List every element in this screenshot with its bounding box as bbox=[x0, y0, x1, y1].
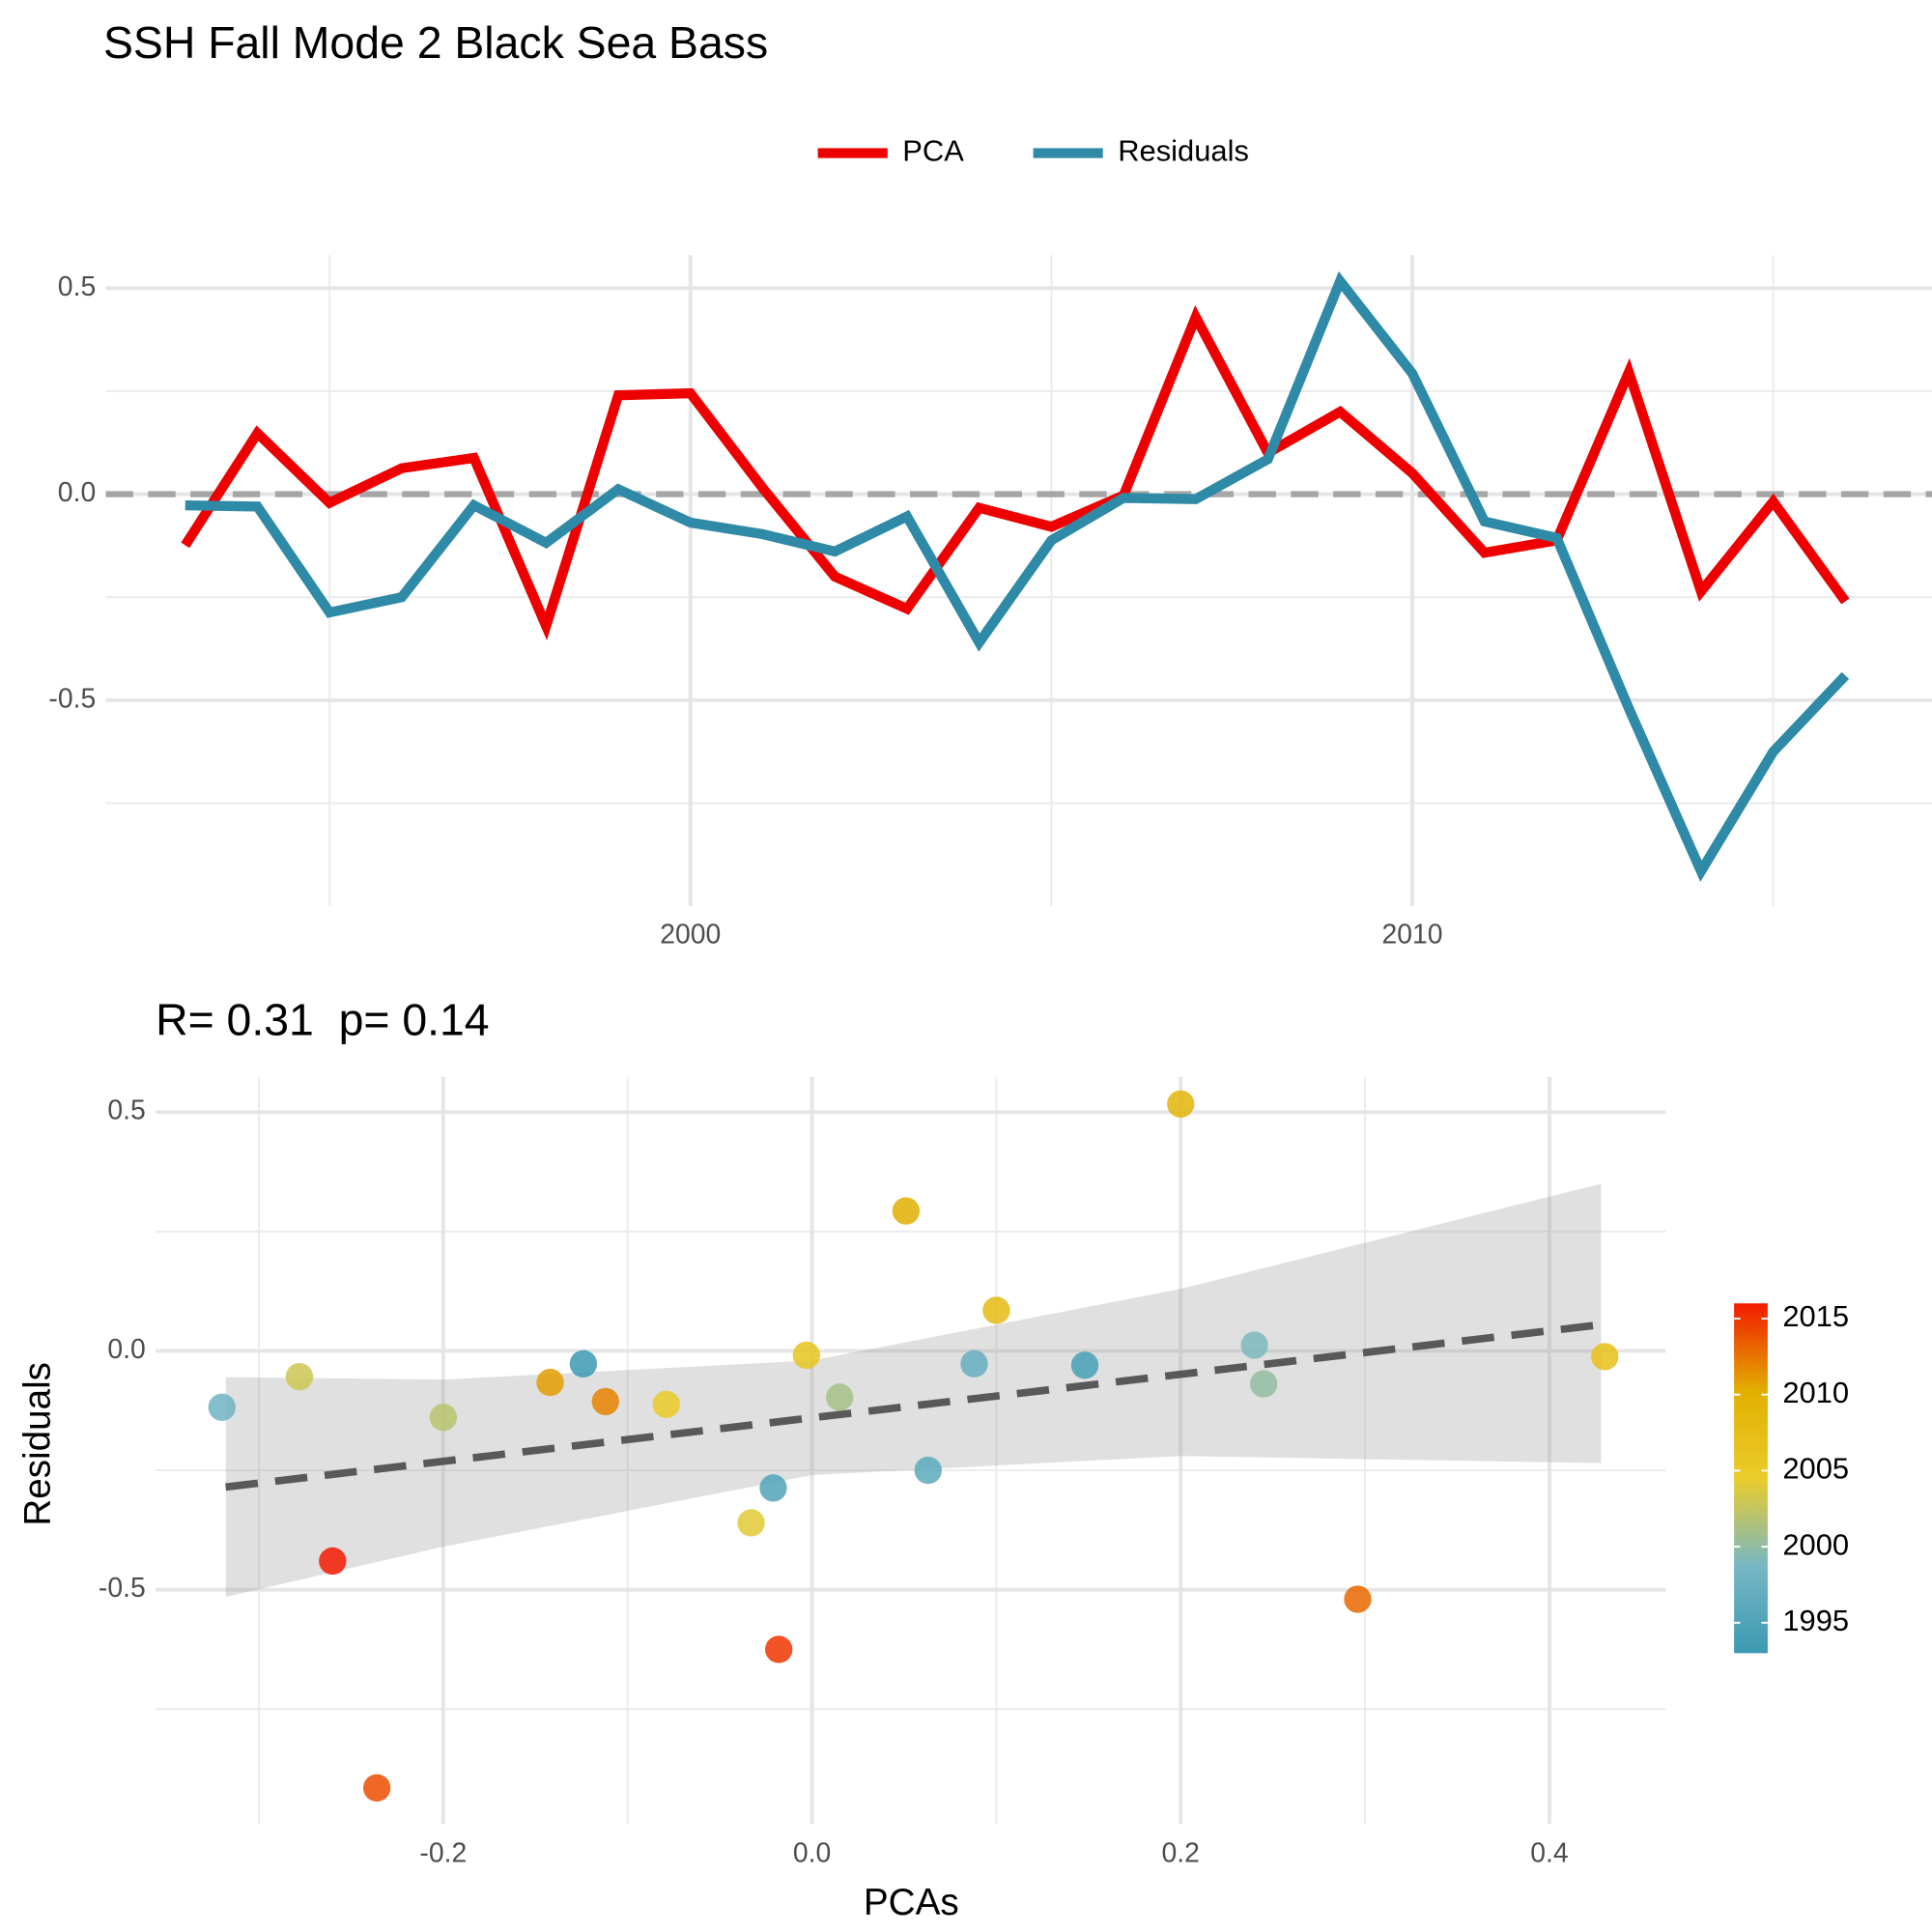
trend-line bbox=[225, 1321, 1602, 1492]
data-point bbox=[737, 1509, 765, 1537]
data-point bbox=[1240, 1331, 1268, 1359]
colorbar-label: 2010 bbox=[1782, 1376, 1849, 1409]
data-point bbox=[285, 1362, 314, 1391]
legend-label: Residuals bbox=[1118, 134, 1249, 168]
data-line bbox=[181, 304, 1850, 640]
y-tick-label: 0.5 bbox=[107, 1095, 145, 1126]
legend-label: PCA bbox=[902, 134, 964, 168]
y-tick-label: -0.5 bbox=[48, 683, 96, 714]
y-tick-label: 0.0 bbox=[58, 477, 96, 508]
colorbar-label: 1995 bbox=[1782, 1604, 1849, 1637]
x-tick-label: 2000 bbox=[660, 920, 721, 951]
data-point bbox=[1249, 1370, 1278, 1398]
data-point bbox=[892, 1197, 921, 1225]
x-tick-label: 0.4 bbox=[1530, 1838, 1568, 1869]
data-point bbox=[319, 1547, 347, 1576]
confidence-band bbox=[225, 1183, 1602, 1598]
data-point bbox=[1167, 1090, 1195, 1119]
colorbar-label: 2015 bbox=[1782, 1299, 1849, 1333]
x-tick-label: 0.2 bbox=[1162, 1838, 1200, 1869]
x-tick-label: 0.0 bbox=[793, 1838, 831, 1869]
data-point bbox=[765, 1635, 793, 1663]
x-axis-label: PCAs bbox=[864, 1882, 959, 1923]
colorbar-label: 2000 bbox=[1782, 1527, 1849, 1561]
data-point bbox=[536, 1368, 564, 1397]
data-point bbox=[759, 1474, 787, 1502]
scatter-title: R= 0.31 p= 0.14 bbox=[156, 995, 490, 1045]
data-point bbox=[591, 1387, 619, 1416]
colorbar-label: 2005 bbox=[1782, 1452, 1849, 1486]
data-point bbox=[652, 1390, 680, 1419]
x-tick-label: -0.2 bbox=[419, 1838, 467, 1869]
data-point bbox=[792, 1341, 820, 1370]
y-tick-label: 0.5 bbox=[58, 271, 96, 302]
data-point bbox=[960, 1350, 988, 1378]
chart-title: SSH Fall Mode 2 Black Sea Bass bbox=[103, 17, 768, 68]
data-line bbox=[185, 270, 1850, 883]
data-point bbox=[982, 1296, 1010, 1324]
data-point bbox=[208, 1393, 236, 1421]
data-point bbox=[362, 1774, 391, 1802]
data-point bbox=[569, 1350, 598, 1378]
colorbar bbox=[1734, 1303, 1768, 1654]
data-point bbox=[1591, 1343, 1619, 1371]
y-axis-label: Residuals bbox=[16, 1362, 58, 1526]
data-point bbox=[914, 1456, 942, 1485]
data-point bbox=[429, 1404, 457, 1432]
x-tick-label: 2010 bbox=[1381, 920, 1442, 951]
y-tick-label: -0.5 bbox=[99, 1573, 146, 1604]
data-point bbox=[1070, 1351, 1099, 1379]
data-point bbox=[825, 1383, 854, 1411]
data-point bbox=[1344, 1585, 1372, 1613]
y-tick-label: 0.0 bbox=[107, 1334, 145, 1365]
